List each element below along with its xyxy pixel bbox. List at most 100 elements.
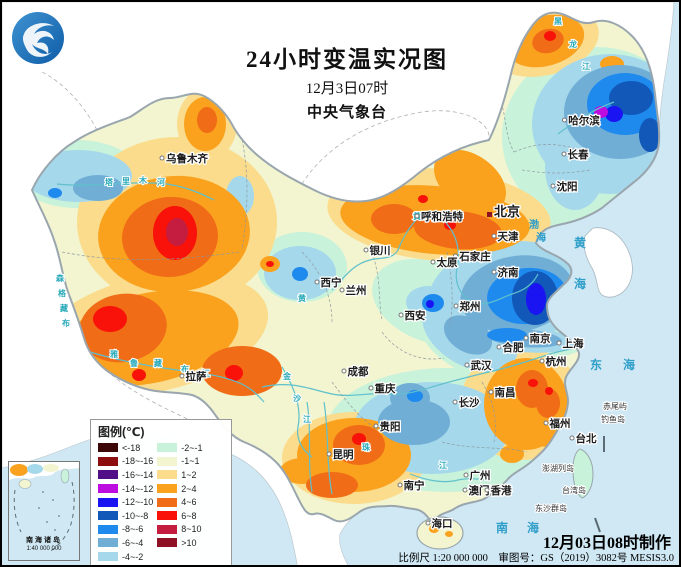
sea-label: 海 [574,276,586,291]
legend-range-label: -2~-1 [181,442,203,453]
city-label: 拉萨 [186,370,207,383]
cma-logo [12,12,64,64]
city-marker [339,287,345,293]
city-label: 南京 [530,332,551,345]
river-label: 雅 [110,349,118,359]
river-label: 江 [202,368,210,378]
korea-landmass [583,227,633,298]
anomaly-blob [292,267,308,281]
island-label: 赤尾屿 [603,402,627,411]
city-label: 广州 [470,469,491,482]
legend-item: -14~-12 [98,482,153,496]
legend-item: -16~-14 [98,468,153,482]
city-label: 香港 [490,484,512,497]
capital-marker [487,212,492,217]
anomaly-blob [378,399,450,445]
city-label: 合肥 [502,341,524,354]
legend-range-label: 1~2 [181,469,197,480]
anomaly-blob [225,365,243,381]
legend-item: -8~-6 [98,523,153,537]
china-border [30,11,661,525]
city-label: 台北 [576,432,597,445]
legend-item: -2~-1 [157,441,203,455]
legend-column-negative: <-18 -18~-16 -16~-14 -14~-12 -12~-10 -10~-8 -8… [98,441,153,563]
legend-range-label: 8~10 [181,524,202,535]
legend-swatch [98,552,118,562]
city-label: 福州 [549,417,571,430]
foreign-borders [41,71,490,433]
legend-box: 图例(℃) <-18 -18~-16 -16~-14 -14~-12 -12~-10 -1… [90,419,232,565]
sea-label: 黄 [574,235,586,250]
south-china-sea-inset: 南海诸岛 1:40 000 000 [8,461,80,561]
legend-swatch [157,484,178,494]
city-marker [569,435,575,441]
anomaly-blob [444,220,456,230]
anomaly-blob [536,388,560,418]
legend-swatch [98,538,118,548]
production-time: 12月03日08时制作 [542,535,671,552]
sea-label: 渤 [529,218,539,231]
city-label: 南昌 [495,386,516,399]
city-marker [368,385,374,391]
anomaly-blob [544,31,556,41]
legend-swatch [157,456,178,466]
city-label: 沈阳 [557,180,578,193]
city-label: 海口 [432,517,453,530]
anomaly-blob [197,107,217,133]
river-label: 龙 [568,39,577,49]
river-label: 黄 [298,293,306,303]
city-label: 乌鲁木齐 [166,152,208,165]
city-label: 太原 [436,256,458,269]
city-label: 澳门 [469,484,490,497]
legend-range-label: -8~-6 [122,524,144,535]
anomaly-blob [93,306,127,332]
anomaly-blob [526,283,546,315]
anomaly-blob [545,387,553,395]
river-label: 金 [282,371,292,381]
river-label: 河 [157,177,165,187]
city-label: 长沙 [459,396,480,409]
inset-label: 南海诸岛 [26,537,62,544]
river-label: 珠 [362,442,371,452]
sea-label: 海 [536,231,546,244]
anomaly-blob [73,175,123,201]
anomaly-blob [532,28,564,54]
city-marker [326,451,332,457]
anomaly-blob [445,531,453,537]
legend-title: 图例(℃) [98,425,145,439]
river-label: 江 [303,414,311,424]
river-label: 江 [439,460,447,470]
river-label: 森 [56,273,65,283]
legend-range-label: -16~-14 [122,469,154,480]
nine-dash-line-segment [594,436,605,533]
city-marker [464,362,470,368]
river-label: 沙 [293,394,301,403]
sea-label: 南 [496,520,508,535]
city-marker [414,213,420,219]
inset-map [9,462,79,553]
river-label: 藏 [60,303,68,313]
city-label: 呼和浩特 [421,210,463,223]
sea-label: 东 [590,357,602,372]
city-marker [425,520,431,526]
legend-item: >10 [157,536,202,550]
city-marker [463,472,469,478]
legend-range-label: 2~4 [181,483,197,494]
city-marker [550,183,556,189]
city-label: 成都 [348,365,369,378]
city-label: 武汉 [471,359,492,372]
island-label: 东沙群岛 [535,503,567,513]
anomaly-blob [605,106,623,122]
legend-range-label: <-18 [122,442,141,453]
island-label: 澎湖列岛 [542,463,574,473]
city-marker [452,399,458,405]
city-marker [496,344,502,350]
anomaly-blob [487,328,527,342]
legend-item: 8~10 [157,523,202,537]
city-marker [314,279,320,285]
legend-range-label: -12~-10 [122,497,154,508]
city-label: 上海 [563,337,584,350]
legend-item: -12~-10 [98,495,153,509]
